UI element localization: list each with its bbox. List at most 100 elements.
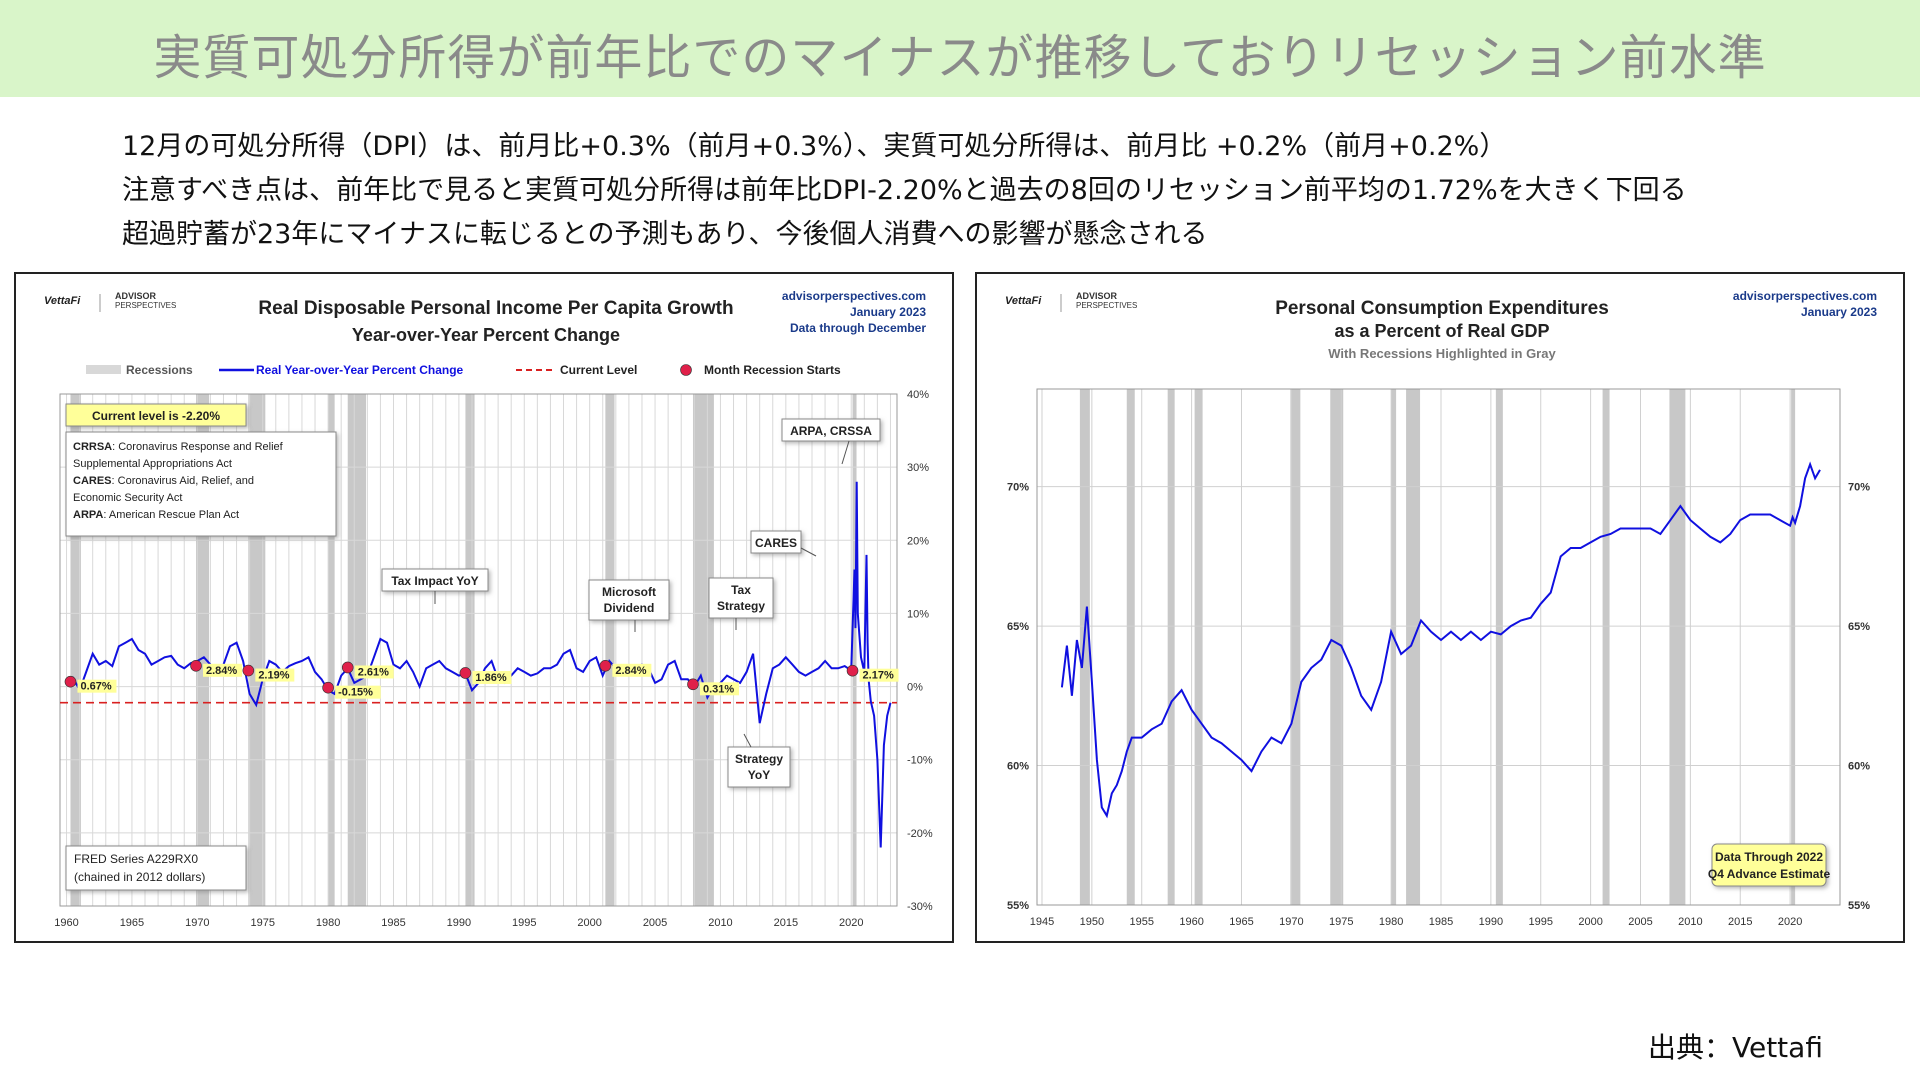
x-tick-label: 1970: [185, 917, 209, 929]
x-tick-label: 2010: [708, 917, 732, 929]
x-tick-labels: 1960 1965 1970 1975 1980 1985 1990 1995 2000 2005…: [54, 917, 863, 929]
chart-subtitle: With Recessions Highlighted in Gray: [1328, 346, 1556, 361]
cares-label: CARES: [755, 536, 797, 550]
x-tick-label: 2020: [839, 917, 863, 929]
recession-band: [1791, 389, 1796, 905]
x-tick-label: 1955: [1129, 916, 1153, 928]
arpa-label: ARPA, CRSSA: [790, 424, 872, 438]
legend-yoy: Real Year-over-Year Percent Change: [256, 363, 464, 377]
marker-label: 0.67%: [80, 681, 111, 693]
recession-band: [1391, 389, 1397, 905]
data-through-label-2: Q4 Advance Estimate: [1708, 867, 1831, 881]
y-tick-label: 10%: [907, 608, 929, 620]
legend-current-level: Current Level: [560, 363, 637, 377]
y-tick-labels: 40% 30% 20% 10% 0% -10% -20% -30%: [907, 389, 933, 913]
data-through-label: Data through December: [790, 321, 926, 335]
marker-label: 2.84%: [615, 665, 646, 677]
marker-label-bg: [859, 668, 899, 682]
recession-band: [347, 394, 367, 906]
recession-band: [1126, 389, 1135, 905]
pce-share-line: [1060, 461, 1821, 819]
y-tick-label: 55%: [1007, 900, 1029, 912]
perspectives-logo: PERSPECTIVES: [115, 301, 176, 310]
recession-band: [70, 394, 81, 906]
recession-band: [1495, 389, 1503, 905]
act-text-cares: : Coronavirus Aid, Relief, and: [112, 475, 254, 487]
current-level-text: Current level is -2.20%: [92, 409, 220, 423]
y-tick-label: 60%: [1007, 761, 1029, 773]
legend-recessions: Recessions: [126, 363, 193, 377]
y-tick-label: -30%: [907, 901, 933, 913]
recession-band: [605, 394, 615, 906]
marker-label: -0.15%: [338, 687, 373, 699]
marker-label-bg: [255, 668, 295, 682]
tax-impact-label: Tax Impact YoY: [391, 574, 478, 588]
x-tick-label: 2020: [1778, 916, 1802, 928]
marker-label-bg: [612, 663, 652, 677]
strategy-yoy-box: [727, 746, 791, 788]
marker-label: 2.17%: [863, 670, 894, 682]
marker-label-bg: [203, 663, 243, 677]
recession-start-marker: [190, 659, 202, 672]
recession-start-marker: [341, 661, 354, 674]
marker-label: 2.19%: [258, 670, 289, 682]
tax-strategy-box: [708, 577, 774, 619]
recession-band: [1167, 389, 1175, 905]
x-tick-label: 1995: [512, 917, 536, 929]
description-line-3: 超過貯蓄が23年にマイナスに転じるとの予測もあり、今後個人消費への影響が懸念され…: [122, 219, 1208, 250]
recession-start-marker: [599, 659, 612, 672]
tax-strategy-label-2: Strategy: [717, 599, 765, 613]
x-tick-label: 1980: [1379, 916, 1403, 928]
y-tick-label: 30%: [907, 462, 929, 474]
strategy-yoy-label-2: YoY: [748, 768, 770, 782]
x-tick-label: 1975: [1329, 916, 1353, 928]
recession-start-marker: [64, 675, 77, 688]
x-tick-label: 1950: [1080, 916, 1104, 928]
y-tick-label: 65%: [1848, 621, 1870, 633]
act-abbr-arpa: ARPA: [73, 509, 103, 521]
x-tick-label: 1960: [54, 917, 78, 929]
marker-label-bg: [354, 665, 394, 679]
dpi-growth-chart-panel: 0.67% 2.84% 2.19% -0.15% 2.61% 1.86% 2.84% 0.31…: [14, 272, 954, 943]
recession-band: [1330, 389, 1344, 905]
x-tick-label: 1970: [1279, 916, 1303, 928]
y-tick-label: 70%: [1007, 482, 1029, 494]
y-tick-labels-left: 70% 65% 60% 55%: [1007, 482, 1029, 912]
page-title: 実質可処分所得が前年比でのマイナスが推移しておりリセッション前水準: [153, 30, 1767, 86]
callout-pointers: [434, 440, 850, 748]
legend-marker-swatch: [680, 364, 692, 376]
marker-label: 2.61%: [358, 666, 389, 678]
x-tick-label: 1980: [316, 917, 340, 929]
x-tick-label: 2010: [1678, 916, 1702, 928]
recession-band: [465, 394, 475, 906]
chart-title: Personal Consumption Expenditures: [1275, 298, 1609, 319]
description-line-1: 12月の可処分所得（DPI）は、前月比+0.3%（前月+0.3%）、実質可処分所…: [122, 131, 1507, 162]
site-label: advisorperspectives.com: [782, 289, 926, 303]
data-through-label-1: Data Through 2022: [1715, 850, 1823, 864]
x-tick-label: 1960: [1179, 916, 1203, 928]
recession-band: [692, 394, 714, 906]
arpa-box: [781, 418, 881, 442]
recession-band: [852, 394, 857, 906]
x-tick-label: 1965: [1229, 916, 1253, 928]
x-tick-label: 1990: [1479, 916, 1503, 928]
dpi-growth-chart: 0.67% 2.84% 2.19% -0.15% 2.61% 1.86% 2.84% 0.31…: [44, 289, 933, 929]
recession-band: [1406, 389, 1421, 905]
y-tick-labels-right: 70% 65% 60% 55%: [1848, 482, 1870, 912]
marker-label-bg: [335, 685, 381, 699]
advisor-logo: ADVISOR: [1076, 291, 1118, 301]
date-label: January 2023: [1801, 305, 1877, 319]
act-cont-cares: Economic Security Act: [73, 492, 182, 504]
acts-legend-text: CRRSA: Coronavirus Response and Relief S…: [73, 441, 286, 521]
x-tick-label: 2000: [1578, 916, 1602, 928]
recession-bands: [1079, 389, 1796, 905]
fred-box: [65, 845, 247, 891]
chart-title: Real Disposable Personal Income Per Capi…: [258, 298, 733, 319]
tax-strategy-label-1: Tax: [731, 583, 751, 597]
description-line-2: 注意すべき点は、前年比で見ると実質可処分所得は前年比DPI-2.20%と過去の8…: [122, 175, 1687, 206]
recession-start-marker: [242, 664, 255, 677]
microsoft-label-1: Microsoft: [602, 585, 656, 599]
y-tick-label: 55%: [1848, 900, 1870, 912]
y-tick-label: 20%: [907, 535, 929, 547]
recession-band: [1669, 389, 1686, 905]
